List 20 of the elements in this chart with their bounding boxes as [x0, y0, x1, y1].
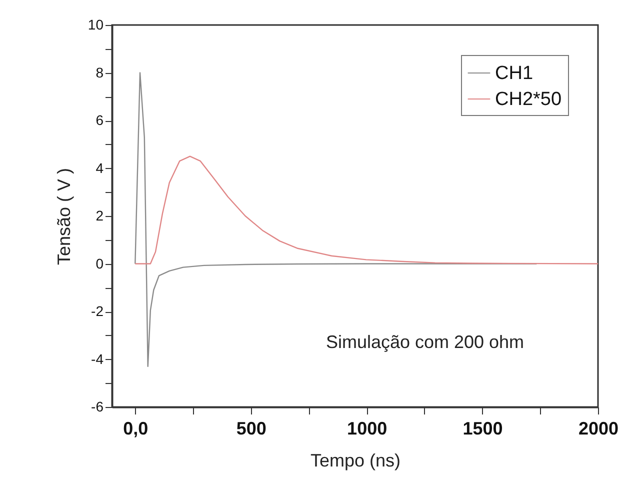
y-tick-label: -6 [91, 398, 104, 414]
y-tick-label: 2 [96, 208, 104, 224]
y-tick-label: -4 [91, 350, 104, 367]
y-tick-label: 8 [96, 64, 104, 80]
y-axis-title: Tensão ( V ) [54, 168, 74, 266]
y-tick-label: 4 [96, 160, 104, 176]
x-axis-title: Tempo (ns) [310, 450, 401, 470]
y-tick-label: 6 [96, 112, 104, 128]
y-tick-label: 10 [88, 16, 104, 32]
y-tick-label: -2 [91, 303, 104, 319]
legend-label: CH1 [495, 63, 534, 84]
x-tick-label: 1500 [462, 418, 503, 438]
legend-label: CH2*50 [495, 89, 562, 110]
x-tick-label: 0,0 [123, 418, 148, 438]
x-tick-label: 1000 [347, 418, 388, 438]
y-tick-label: 0 [96, 255, 104, 272]
x-tick-label: 500 [236, 418, 266, 438]
line-series [134, 156, 599, 264]
x-tick-label: 2000 [578, 418, 619, 438]
annotation: Simulação com 200 ohm [326, 332, 524, 352]
